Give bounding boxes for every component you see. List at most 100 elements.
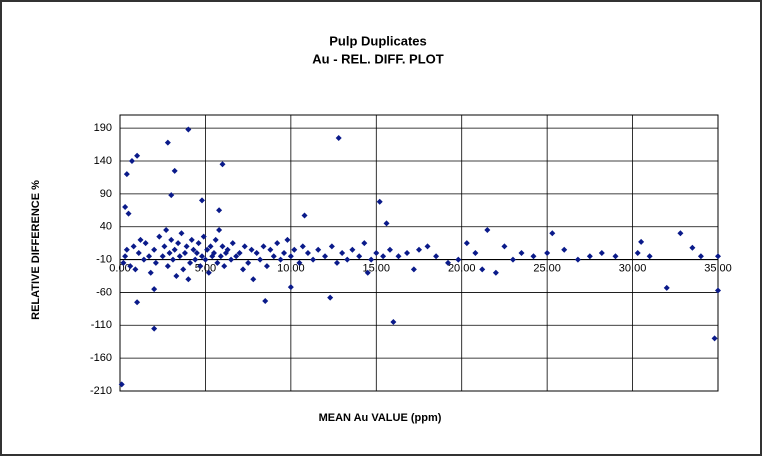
point bbox=[214, 259, 221, 266]
point bbox=[328, 243, 335, 250]
point bbox=[390, 319, 397, 325]
point bbox=[253, 250, 260, 256]
point bbox=[130, 243, 137, 250]
point bbox=[164, 263, 171, 270]
point bbox=[140, 256, 147, 263]
x-tick-label: 25.00 bbox=[533, 262, 561, 274]
point bbox=[173, 273, 180, 279]
point bbox=[192, 256, 199, 263]
point bbox=[151, 246, 158, 253]
point bbox=[267, 246, 274, 253]
point bbox=[137, 236, 144, 243]
point bbox=[299, 243, 306, 250]
point bbox=[697, 253, 704, 260]
point bbox=[224, 246, 231, 253]
point bbox=[147, 269, 154, 276]
point bbox=[257, 256, 264, 263]
point bbox=[301, 212, 308, 219]
point bbox=[151, 325, 158, 332]
point bbox=[123, 171, 130, 178]
point bbox=[380, 253, 387, 260]
point bbox=[128, 158, 135, 164]
point bbox=[310, 256, 317, 263]
point bbox=[168, 236, 175, 243]
y-tick-label: -160 bbox=[90, 352, 112, 364]
point bbox=[233, 253, 240, 260]
point bbox=[245, 259, 252, 266]
point bbox=[216, 207, 223, 214]
point bbox=[166, 250, 173, 256]
point bbox=[197, 263, 204, 270]
point bbox=[416, 246, 422, 253]
point bbox=[344, 256, 351, 263]
point bbox=[501, 243, 508, 250]
point bbox=[349, 246, 356, 253]
point bbox=[368, 256, 375, 263]
point bbox=[433, 253, 440, 260]
point bbox=[180, 266, 187, 273]
point bbox=[373, 250, 380, 256]
x-axis-title: MEAN Au VALUE (ppm) bbox=[319, 412, 442, 424]
point bbox=[134, 299, 141, 306]
point bbox=[638, 238, 645, 245]
y-tick-label: 190 bbox=[94, 122, 112, 134]
point bbox=[715, 253, 721, 260]
point bbox=[361, 240, 368, 247]
point bbox=[187, 259, 194, 266]
point bbox=[356, 253, 363, 260]
point bbox=[171, 246, 178, 253]
point bbox=[188, 236, 195, 243]
plot-area bbox=[119, 114, 719, 392]
point bbox=[445, 259, 452, 266]
point bbox=[175, 240, 182, 247]
point bbox=[263, 263, 270, 270]
y-tick-label: -210 bbox=[90, 385, 112, 397]
y-tick-label: -110 bbox=[91, 319, 112, 331]
point bbox=[190, 246, 197, 253]
point bbox=[296, 259, 303, 266]
point bbox=[386, 246, 393, 253]
point bbox=[202, 256, 209, 263]
point bbox=[185, 126, 192, 133]
chart-subtitle: Au - REL. DIFF. PLOT bbox=[312, 51, 443, 66]
point bbox=[204, 246, 211, 253]
point bbox=[646, 253, 653, 260]
point bbox=[492, 269, 499, 276]
point bbox=[287, 284, 294, 291]
point bbox=[586, 253, 593, 260]
point bbox=[120, 259, 127, 266]
point bbox=[135, 250, 142, 256]
point bbox=[455, 256, 462, 263]
point bbox=[479, 266, 486, 273]
y-tick-label: 140 bbox=[94, 155, 112, 167]
point bbox=[134, 152, 141, 159]
point bbox=[287, 253, 294, 260]
point bbox=[199, 197, 206, 204]
x-tick-label: 35.00 bbox=[704, 262, 732, 274]
point bbox=[291, 246, 298, 253]
point bbox=[333, 259, 340, 266]
point bbox=[156, 233, 163, 240]
point bbox=[240, 266, 247, 273]
point bbox=[205, 269, 212, 276]
point bbox=[122, 253, 129, 260]
point bbox=[410, 266, 417, 273]
point bbox=[229, 240, 236, 247]
point bbox=[711, 335, 718, 342]
point bbox=[236, 250, 243, 256]
point bbox=[376, 198, 383, 205]
point bbox=[463, 240, 470, 247]
y-tick-label: 40 bbox=[100, 221, 112, 233]
point bbox=[715, 287, 721, 294]
point bbox=[277, 256, 284, 263]
point bbox=[178, 230, 185, 237]
point bbox=[598, 250, 605, 256]
x-tick-label: 0.00 bbox=[109, 262, 130, 274]
point bbox=[327, 294, 334, 301]
point bbox=[183, 243, 190, 250]
point bbox=[484, 227, 491, 233]
point bbox=[270, 253, 277, 260]
point bbox=[169, 256, 176, 263]
point bbox=[181, 250, 188, 256]
